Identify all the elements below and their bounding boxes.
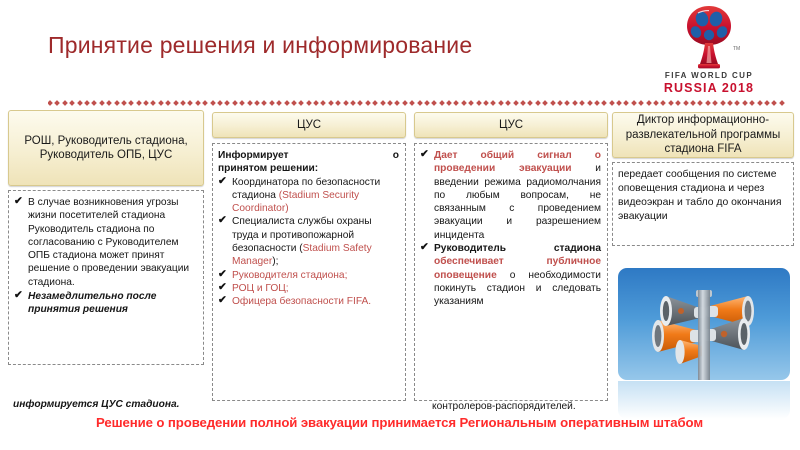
column-header-cus-2: ЦУС [414,112,608,138]
bullet-text-red: Офицера безопасности FIFA. [232,296,372,308]
check-icon: ✔ [420,241,429,254]
lead-second-text: принятом решении: [218,163,319,175]
fifa-wordmark-text: FIFA WORLD CUP [664,71,754,80]
fifa-trophy-icon: TM [687,6,740,69]
bullet-text-tail: ); [272,256,279,268]
bullet-text-red: Stadium Safety Manager [232,243,372,268]
loudspeakers-photo [618,268,790,380]
column-body-informs: Информирует о принятом решении: ✔ Коорди… [212,143,406,401]
bullet-text-black: о необходимости покинуть стадион и следо… [434,269,601,308]
bullet-text: Незамедлительно после принятия решения [28,291,157,316]
bullet-text-red: Руководителя стадиона; [232,269,348,281]
bullet-list-decision: ✔ В случае возникновения угрозы жизни по… [14,195,197,317]
horn-right-upper [706,296,754,326]
bullet-text-black: Специалиста службы охраны труда и против… [232,216,372,255]
column-overflow-text-signal: контролеров-распорядителей. [432,401,576,412]
check-icon: ✔ [218,214,227,227]
bullet-text-red: РОЦ и ГОЦ; [232,282,289,294]
horn-left-upper [660,296,706,326]
list-item: ✔ В случае возникновения угрозы жизни по… [14,195,197,289]
column-overflow-text-decision: информируется ЦУС стадиона. [13,399,180,410]
page-title: Принятие решения и информирование [48,32,473,58]
list-item: ✔ Незамедлительно после принятия решения [14,289,197,317]
fifa-world-cup-logo: TM FIFA WORLD CUP RUSSIA 2018 [634,4,784,106]
lead-left-text: Информирует [218,150,289,161]
list-item: ✔ Координатора по безопасности стадиона … [218,174,399,216]
column-header-roles: РОШ, Руководитель стадиона, Руководитель… [8,110,204,186]
list-item: ✔ Дает общий сигнал о проведении эвакуац… [420,148,601,242]
column-cus-informs: ЦУС Информирует о принятом решении: ✔ Ко… [212,112,406,401]
list-item: ✔ Специалиста службы охраны труда и прот… [218,214,399,268]
lead-line-row: Информирует о [218,149,399,162]
column-header-announcer: Диктор информационно-развлекательной про… [612,112,794,158]
bullet-list-informs: ✔ Координатора по безопасности стадиона … [218,174,399,309]
column-decision-makers: РОШ, Руководитель стадиона, Руководитель… [8,110,204,365]
bottom-banner-text: Решение о проведении полной эвакуации пр… [96,415,703,430]
bullet-text-red: (Stadium Security Coordinator) [232,189,360,215]
list-item: ✔ Руководителя стадиона; [218,267,399,282]
horn-right-lower [704,318,750,350]
lead-right-text: о [392,150,399,161]
column-body-signal: ✔ Дает общий сигнал о проведении эвакуац… [414,143,608,401]
bullet-text-red-bold: обеспечивает публичное оповещение [434,256,601,281]
bullet-text: В случае возникновения угрозы жизни посе… [28,197,190,288]
check-icon: ✔ [420,148,429,160]
check-icon: ✔ [14,195,23,207]
column-body-announcer: передает сообщения по системе оповещения… [612,162,794,246]
bullet-text-black: Координатора по безопасности стадиона [232,176,381,201]
check-icon: ✔ [218,267,227,280]
column-header-cus-1: ЦУС [212,112,406,138]
column-body-decision: ✔ В случае возникновения угрозы жизни по… [8,190,204,365]
list-item: ✔ Руководитель стадиона обеспечивает пуб… [420,241,601,308]
bullet-text-red-bold: Дает общий сигнал о проведении эвакуации [434,150,601,175]
loudspeakers-photo-reflection [618,381,790,419]
bullet-text-black-bold: Руководитель стадиона [434,243,601,255]
loudspeakers-illustration [652,290,754,380]
bullet-text-black: и введении режима радиомолчания по любым… [434,163,601,241]
bullet-list-signal: ✔ Дает общий сигнал о проведении эвакуац… [420,148,601,309]
list-item: ✔ РОЦ и ГОЦ; [218,280,399,295]
check-icon: ✔ [218,174,227,187]
column-cus-signal: ЦУС ✔ Дает общий сигнал о проведении эва… [414,112,608,401]
check-icon: ✔ [14,289,23,302]
check-icon: ✔ [218,294,227,307]
trademark-mark: TM [733,46,740,52]
check-icon: ✔ [218,280,227,293]
fifa-edition-text: RUSSIA 2018 [663,81,755,95]
decorative-dotted-rule [48,98,800,108]
column-announcer: Диктор информационно-развлекательной про… [612,112,794,246]
horn-bottom-center [675,340,702,364]
list-item: ✔ Офицера безопасности FIFA. [218,294,399,308]
